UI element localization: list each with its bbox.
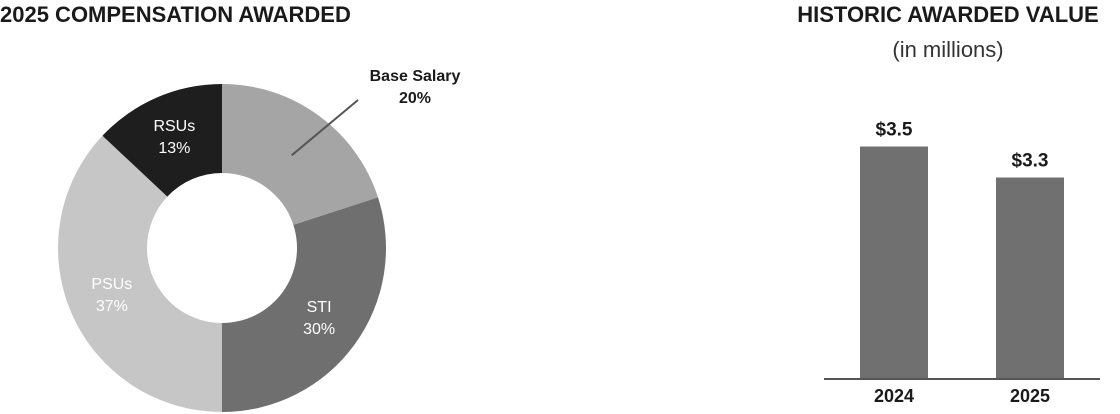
slice-label: RSUs [153,118,195,135]
x-tick-label: 2025 [1010,386,1050,406]
x-tick-label: 2024 [874,386,914,406]
slice-label: PSUs [91,276,132,293]
bar-value-label: $3.5 [876,120,913,141]
slice-value: 30% [303,321,335,338]
slice-label: STI [307,299,332,316]
pie-slice [57,135,222,413]
slice-value: 13% [158,140,190,157]
bar [860,146,928,379]
slice-value: 20% [399,90,431,107]
pie-slice [222,84,378,225]
chart-title: 2025 COMPENSATION AWARDED [0,2,351,27]
pie-slice [102,84,222,197]
bar [996,177,1064,379]
bar-value-label: $3.3 [1012,151,1049,172]
chart-subtitle: (in millions) [892,37,1003,62]
leader-line [291,99,359,157]
pie-slice [222,197,386,412]
chart-title: HISTORIC AWARDED VALUE [797,2,1099,27]
slice-value: 37% [96,298,128,315]
slice-label: Base Salary [370,68,461,85]
